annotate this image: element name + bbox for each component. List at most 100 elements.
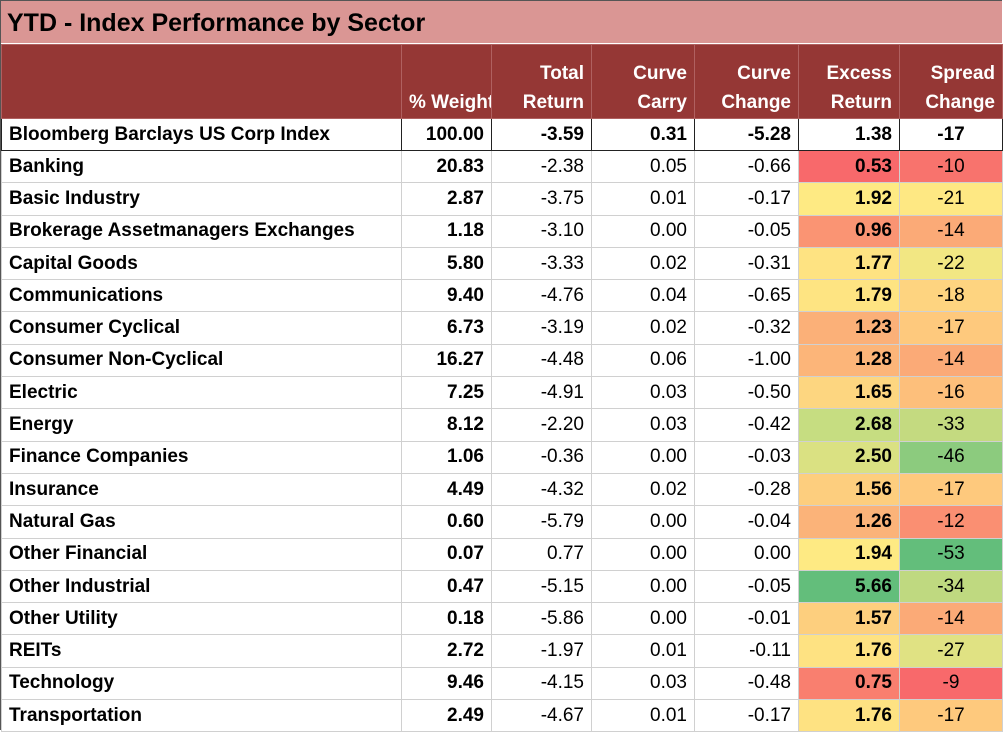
data-row: Energy 8.12 -2.20 0.03 -0.42 2.68 -33 <box>1 408 1003 442</box>
cell: -21 <box>899 182 1003 216</box>
cell: -1.97 <box>491 634 592 668</box>
cell: 0.96 <box>798 214 900 248</box>
cell: 1.65 <box>798 376 900 410</box>
cell: -53 <box>899 537 1003 571</box>
data-row: Brokerage Assetmanagers Exchanges 1.18 -3.… <box>1 214 1003 248</box>
cell: 20.83 <box>401 149 492 184</box>
row-label: Transportation <box>1 699 402 732</box>
cell: 2.50 <box>798 440 900 474</box>
cell: -0.50 <box>694 376 799 410</box>
cell: 0.03 <box>591 408 695 442</box>
row-label: Consumer Cyclical <box>1 311 402 345</box>
cell: -2.38 <box>491 149 592 184</box>
cell: 0.18 <box>401 602 492 636</box>
row-label: Finance Companies <box>1 440 402 474</box>
cell: -0.32 <box>694 311 799 345</box>
cell: 4.49 <box>401 472 492 507</box>
cell: 9.40 <box>401 279 492 313</box>
cell: 0.06 <box>591 343 695 378</box>
cell: 1.26 <box>798 505 900 539</box>
cell: 8.12 <box>401 408 492 442</box>
cell: 0.00 <box>591 440 695 474</box>
header-cell: Total Return <box>491 44 592 119</box>
data-row: Transportation 2.49 -4.67 0.01 -0.17 1.76 -17 <box>1 699 1003 732</box>
row-label: Other Financial <box>1 537 402 571</box>
cell: -2.20 <box>491 408 592 442</box>
data-row: Consumer Cyclical 6.73 -3.19 0.02 -0.32 1.23-… <box>1 311 1003 345</box>
row-label: Technology <box>1 666 402 701</box>
cell: -3.10 <box>491 214 592 248</box>
cell: -0.17 <box>694 182 799 216</box>
row-label: Bloomberg Barclays US Corp Index <box>1 118 402 151</box>
cell: -3.33 <box>491 246 592 281</box>
cell: -0.05 <box>694 569 799 604</box>
row-label: Communications <box>1 279 402 313</box>
data-row: Other Financial 0.07 0.77 0.00 0.00 1.94 -53 <box>1 537 1003 571</box>
row-label: Basic Industry <box>1 182 402 216</box>
cell: 0.03 <box>591 376 695 410</box>
cell: 0.02 <box>591 246 695 281</box>
cell: -0.17 <box>694 699 799 732</box>
cell: -0.05 <box>694 214 799 248</box>
cell: 0.00 <box>694 537 799 571</box>
row-label: Electric <box>1 376 402 410</box>
cell: -22 <box>899 246 1003 281</box>
data-row: Banking 20.83 -2.38 0.05 -0.66 0.53 -10 <box>1 149 1003 184</box>
cell: 0.05 <box>591 149 695 184</box>
cell: 0.00 <box>591 602 695 636</box>
row-label: Capital Goods <box>1 246 402 281</box>
cell: -5.28 <box>694 118 799 151</box>
row-label: Consumer Non-Cyclical <box>1 343 402 378</box>
cell: -4.67 <box>491 699 592 732</box>
cell: -4.91 <box>491 376 592 410</box>
cell: -0.28 <box>694 472 799 507</box>
cell: -4.32 <box>491 472 592 507</box>
data-row: Communications 9.40 -4.76 0.04 -0.65 1.79 -18 <box>1 279 1003 313</box>
cell: -0.36 <box>491 440 592 474</box>
cell: 0.47 <box>401 569 492 604</box>
data-row: Other Industrial 0.47 -5.15 0.00 -0.05 5.66 -3… <box>1 569 1003 604</box>
data-row: Technology 9.46 -4.15 0.03 -0.48 0.75 -9 <box>1 666 1003 701</box>
cell: 1.06 <box>401 440 492 474</box>
header-cell: Curve Carry <box>591 44 695 119</box>
cell: -0.66 <box>694 149 799 184</box>
header-cell: Spread Change <box>899 44 1003 119</box>
cell: 0.01 <box>591 634 695 668</box>
row-label: REITs <box>1 634 402 668</box>
header-text: Spread <box>930 63 995 84</box>
cell: -34 <box>899 569 1003 604</box>
title: YTD - Index Performance by Sector <box>1 1 1002 44</box>
cell: -16 <box>899 376 1003 410</box>
cell: -3.59 <box>491 118 592 151</box>
cell: 0.01 <box>591 182 695 216</box>
row-label: Banking <box>1 149 402 184</box>
cell: 5.80 <box>401 246 492 281</box>
cell: -17 <box>899 699 1003 732</box>
data-row: Basic Industry 2.87 -3.75 0.01 -0.17 1.92 -21 <box>1 182 1003 216</box>
cell: 16.27 <box>401 343 492 378</box>
cell: -4.15 <box>491 666 592 701</box>
cell: -1.00 <box>694 343 799 378</box>
cell: 1.77 <box>798 246 900 281</box>
header-text: Curve <box>737 63 791 84</box>
cell: 0.03 <box>591 666 695 701</box>
cell: 100.00 <box>401 118 492 151</box>
cell: -3.75 <box>491 182 592 216</box>
cell: -17 <box>899 118 1003 151</box>
cell: 5.66 <box>798 569 900 604</box>
row-label: Brokerage Assetmanagers Exchanges <box>1 214 402 248</box>
cell: 0.04 <box>591 279 695 313</box>
cell: 0.02 <box>591 472 695 507</box>
cell: -0.31 <box>694 246 799 281</box>
cell: -17 <box>899 311 1003 345</box>
cell: 0.00 <box>591 505 695 539</box>
data-row: Consumer Non-Cyclical 16.27 -4.48 0.06 -1.00… <box>1 343 1003 378</box>
header-cell: Curve Change <box>694 44 799 119</box>
cell: 6.73 <box>401 311 492 345</box>
data-row: REITs 2.72 -1.97 0.01 -0.11 1.76 -27 <box>1 634 1003 668</box>
row-label: Other Utility <box>1 602 402 636</box>
performance-table: % Weight Total Return Curve Carry Curve Change… <box>1 44 1003 732</box>
cell: -0.42 <box>694 408 799 442</box>
cell: -10 <box>899 149 1003 184</box>
